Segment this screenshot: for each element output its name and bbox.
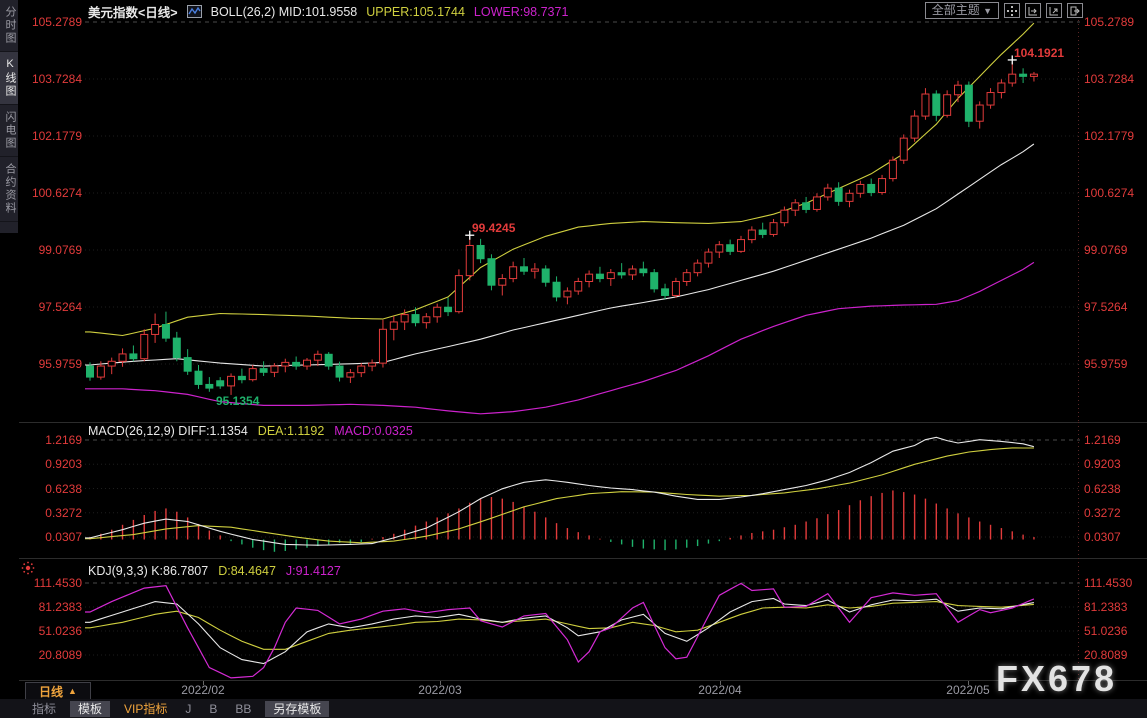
- chart-header: 美元指数<日线> BOLL(26,2) MID:101.9558 UPPER:1…: [88, 3, 569, 21]
- zoom-vertical-icon[interactable]: [1046, 3, 1062, 18]
- date-label: 2022/04: [698, 683, 742, 697]
- price-annotation-high: 104.1921: [1014, 46, 1065, 60]
- y-axis-label: 105.2789: [1084, 15, 1135, 29]
- zoom-horizontal-icon[interactable]: [1025, 3, 1041, 18]
- bottom-tab-bar: 指标 模板 VIP指标 J B BB 另存模板: [0, 699, 1147, 718]
- expand-window-icon[interactable]: [1067, 3, 1083, 18]
- y-axis-label: 99.0769: [38, 243, 82, 257]
- indicator-marker-icon[interactable]: [21, 561, 35, 580]
- macd-dea-value: DEA:1.1192: [257, 424, 325, 438]
- tab-vip-indicators[interactable]: VIP指标: [124, 701, 168, 716]
- y-axis-label: 103.7284: [1084, 72, 1135, 86]
- y-axis-label: 95.9759: [1084, 357, 1128, 371]
- kdj-panel-chart[interactable]: [85, 558, 1080, 680]
- y-axis-label: 1.2169: [45, 433, 82, 447]
- symbol-title: 美元指数<日线>: [88, 6, 178, 20]
- y-axis-label: 1.2169: [1084, 433, 1121, 447]
- y-axis-label: 100.6274: [1084, 186, 1135, 200]
- panel-separator: [19, 422, 1147, 423]
- y-axis-label: 0.0307: [1084, 530, 1121, 544]
- y-axis-label: 95.9759: [38, 357, 82, 371]
- theme-selector-button[interactable]: 全部主题 ▼: [924, 2, 999, 19]
- timeframe-label: 日线: [39, 684, 64, 699]
- y-axis-label: 100.6274: [31, 186, 82, 200]
- date-label: 2022/03: [418, 683, 462, 697]
- date-axis-row: 日线 ▲ 2022/02 2022/03 2022/04 2022/05: [19, 680, 1147, 701]
- sidebar-item-time-chart[interactable]: 分时图: [0, 0, 18, 52]
- boll-mid-value: BOLL(26,2) MID:101.9558: [210, 4, 358, 19]
- price-annotation-swing-high: 99.4245: [472, 221, 516, 235]
- y-axis-label: 97.5264: [38, 300, 82, 314]
- tab-indicators[interactable]: 指标: [32, 701, 57, 716]
- boll-indicator-icon: [186, 5, 202, 18]
- date-tick: [440, 681, 441, 685]
- y-axis-label: 97.5264: [1084, 300, 1128, 314]
- y-axis-label: 0.3272: [1084, 505, 1121, 520]
- tab-save-template[interactable]: 另存模板: [265, 700, 330, 717]
- sidebar-item-kline-chart[interactable]: K线图: [0, 52, 18, 105]
- panel-separator: [19, 558, 1147, 559]
- y-axis-label: 0.9203: [1084, 457, 1121, 472]
- macd-panel-chart[interactable]: [85, 422, 1080, 558]
- main-candlestick-chart[interactable]: [85, 20, 1080, 422]
- tab-b[interactable]: B: [209, 701, 218, 716]
- y-axis-label: 81.2383: [1084, 600, 1128, 614]
- boll-lower-value: LOWER:98.7371: [473, 4, 569, 19]
- price-annotation-low: 95.1354: [216, 394, 260, 408]
- y-axis-label: 81.2383: [38, 600, 82, 614]
- tab-j[interactable]: J: [185, 701, 192, 716]
- kdj-k-value: KDJ(9,3,3) K:86.7807: [88, 564, 209, 578]
- boll-upper-value: UPPER:105.1744: [366, 4, 465, 19]
- y-axis-label: 0.3272: [45, 505, 82, 520]
- tab-templates[interactable]: 模板: [70, 700, 111, 717]
- y-axis-label: 99.0769: [1084, 243, 1128, 257]
- y-axis-label: 20.8089: [38, 648, 82, 662]
- tab-bb[interactable]: BB: [235, 701, 252, 716]
- kdj-d-value: D:84.4647: [218, 564, 276, 578]
- date-tick: [720, 681, 721, 685]
- y-axis-label: 105.2789: [31, 15, 82, 29]
- y-axis-label: 0.6238: [45, 481, 82, 496]
- chevron-down-icon: ▼: [983, 6, 992, 16]
- y-axis-label: 102.1779: [1084, 129, 1135, 143]
- sidebar: 分时图 K线图 闪电图 合约资料: [0, 0, 18, 233]
- y-axis-label: 111.4530: [1084, 576, 1133, 590]
- macd-header: MACD(26,12,9) DIFF:1.1354 DEA:1.1192 MAC…: [88, 424, 413, 438]
- header-toolbar: 全部主题 ▼: [924, 2, 1083, 19]
- y-axis-label: 0.6238: [1084, 481, 1121, 496]
- macd-bar-value: MACD:0.0325: [334, 424, 413, 438]
- y-axis-label: 103.7284: [31, 72, 82, 86]
- date-tick: [203, 681, 204, 685]
- y-axis-label: 51.0236: [1084, 624, 1128, 638]
- date-tick: [968, 681, 969, 685]
- theme-selector-label: 全部主题: [931, 3, 980, 17]
- kdj-j-value: J:91.4127: [285, 564, 341, 578]
- macd-diff-value: MACD(26,12,9) DIFF:1.1354: [88, 424, 248, 438]
- fx678-watermark: FX678: [996, 658, 1118, 699]
- triangle-up-icon: ▲: [68, 686, 77, 696]
- date-label: 2022/05: [946, 683, 990, 697]
- y-axis-label: 111.4530: [33, 576, 82, 590]
- y-axis-label: 0.9203: [45, 457, 82, 472]
- y-axis-label: 20.8089: [1084, 648, 1128, 662]
- sidebar-item-contract-info[interactable]: 合约资料: [0, 157, 18, 222]
- kdj-header: KDJ(9,3,3) K:86.7807 D:84.4647 J:91.4127: [88, 564, 341, 578]
- date-label: 2022/02: [181, 683, 225, 697]
- timeframe-selector[interactable]: 日线 ▲: [25, 682, 91, 700]
- crosshair-icon[interactable]: [1004, 3, 1020, 18]
- y-axis-label: 51.0236: [38, 624, 82, 638]
- y-axis-label: 102.1779: [31, 129, 82, 143]
- sidebar-item-lightning-chart[interactable]: 闪电图: [0, 105, 18, 157]
- y-axis-label: 0.0307: [45, 530, 82, 544]
